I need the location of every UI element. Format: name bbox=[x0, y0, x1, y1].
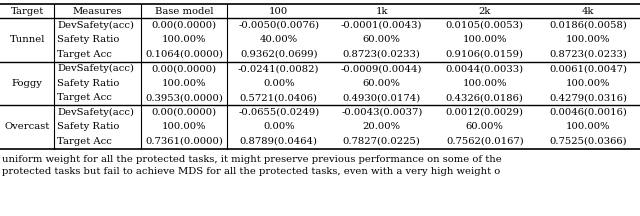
Text: 0.9106(0.0159): 0.9106(0.0159) bbox=[446, 50, 524, 59]
Text: 60.00%: 60.00% bbox=[363, 79, 401, 88]
Text: 0.0061(0.0047): 0.0061(0.0047) bbox=[549, 64, 627, 73]
Text: DevSafety(acc): DevSafety(acc) bbox=[58, 108, 134, 117]
Text: uniform weight for all the protected tasks, it might preserve previous performan: uniform weight for all the protected tas… bbox=[2, 154, 502, 164]
Text: 100.00%: 100.00% bbox=[162, 35, 206, 44]
Text: 100.00%: 100.00% bbox=[566, 79, 611, 88]
Text: 0.4326(0.0186): 0.4326(0.0186) bbox=[446, 93, 524, 102]
Text: 0.0046(0.0016): 0.0046(0.0016) bbox=[549, 108, 627, 117]
Text: 0.7361(0.0000): 0.7361(0.0000) bbox=[145, 137, 223, 146]
Text: 1k: 1k bbox=[376, 6, 388, 16]
Text: 0.00(0.0000): 0.00(0.0000) bbox=[152, 64, 216, 73]
Text: 100: 100 bbox=[269, 6, 289, 16]
Text: 0.0186(0.0058): 0.0186(0.0058) bbox=[549, 21, 627, 30]
Text: 0.1064(0.0000): 0.1064(0.0000) bbox=[145, 50, 223, 59]
Text: 100.00%: 100.00% bbox=[566, 35, 611, 44]
Text: -0.0009(0.0044): -0.0009(0.0044) bbox=[341, 64, 422, 73]
Text: 0.7562(0.0167): 0.7562(0.0167) bbox=[446, 137, 524, 146]
Text: 0.4930(0.0174): 0.4930(0.0174) bbox=[342, 93, 421, 102]
Text: -0.0241(0.0082): -0.0241(0.0082) bbox=[238, 64, 319, 73]
Text: Safety Ratio: Safety Ratio bbox=[58, 122, 120, 131]
Text: 0.5721(0.0406): 0.5721(0.0406) bbox=[240, 93, 317, 102]
Text: Tunnel: Tunnel bbox=[10, 35, 45, 44]
Text: 0.00(0.0000): 0.00(0.0000) bbox=[152, 21, 216, 30]
Text: 0.0105(0.0053): 0.0105(0.0053) bbox=[446, 21, 524, 30]
Text: 100.00%: 100.00% bbox=[162, 79, 206, 88]
Text: 4k: 4k bbox=[582, 6, 595, 16]
Text: 0.7525(0.0366): 0.7525(0.0366) bbox=[549, 137, 627, 146]
Text: protected tasks but fail to achieve MDS for all the protected tasks, even with a: protected tasks but fail to achieve MDS … bbox=[2, 167, 500, 176]
Text: 40.00%: 40.00% bbox=[260, 35, 298, 44]
Text: Safety Ratio: Safety Ratio bbox=[58, 35, 120, 44]
Text: Target Acc: Target Acc bbox=[58, 137, 112, 146]
Text: 0.8789(0.0464): 0.8789(0.0464) bbox=[240, 137, 317, 146]
Text: 20.00%: 20.00% bbox=[363, 122, 401, 131]
Text: 0.0044(0.0033): 0.0044(0.0033) bbox=[445, 64, 524, 73]
Text: 0.00%: 0.00% bbox=[263, 79, 294, 88]
Text: DevSafety(acc): DevSafety(acc) bbox=[58, 64, 134, 73]
Text: Measures: Measures bbox=[73, 6, 122, 16]
Text: 0.3953(0.0000): 0.3953(0.0000) bbox=[145, 93, 223, 102]
Text: 0.8723(0.0233): 0.8723(0.0233) bbox=[343, 50, 420, 59]
Text: 0.4279(0.0316): 0.4279(0.0316) bbox=[549, 93, 627, 102]
Text: 60.00%: 60.00% bbox=[363, 35, 401, 44]
Text: -0.0043(0.0037): -0.0043(0.0037) bbox=[341, 108, 422, 117]
Text: -0.0655(0.0249): -0.0655(0.0249) bbox=[238, 108, 319, 117]
Text: Target Acc: Target Acc bbox=[58, 50, 112, 59]
Text: Foggy: Foggy bbox=[12, 79, 43, 88]
Text: 60.00%: 60.00% bbox=[466, 122, 504, 131]
Text: -0.0001(0.0043): -0.0001(0.0043) bbox=[341, 21, 422, 30]
Text: 100.00%: 100.00% bbox=[463, 35, 507, 44]
Text: 0.7827(0.0225): 0.7827(0.0225) bbox=[343, 137, 420, 146]
Text: 0.00%: 0.00% bbox=[263, 122, 294, 131]
Text: 0.0012(0.0029): 0.0012(0.0029) bbox=[446, 108, 524, 117]
Text: Target Acc: Target Acc bbox=[58, 93, 112, 102]
Text: 2k: 2k bbox=[479, 6, 491, 16]
Text: -0.0050(0.0076): -0.0050(0.0076) bbox=[238, 21, 319, 30]
Text: Safety Ratio: Safety Ratio bbox=[58, 79, 120, 88]
Text: Overcast: Overcast bbox=[4, 122, 50, 131]
Text: 0.9362(0.0699): 0.9362(0.0699) bbox=[240, 50, 317, 59]
Text: 100.00%: 100.00% bbox=[463, 79, 507, 88]
Text: DevSafety(acc): DevSafety(acc) bbox=[58, 21, 134, 30]
Text: Target: Target bbox=[11, 6, 44, 16]
Text: 0.00(0.0000): 0.00(0.0000) bbox=[152, 108, 216, 117]
Text: 100.00%: 100.00% bbox=[566, 122, 611, 131]
Text: 100.00%: 100.00% bbox=[162, 122, 206, 131]
Text: 0.8723(0.0233): 0.8723(0.0233) bbox=[549, 50, 627, 59]
Text: Base model: Base model bbox=[155, 6, 213, 16]
